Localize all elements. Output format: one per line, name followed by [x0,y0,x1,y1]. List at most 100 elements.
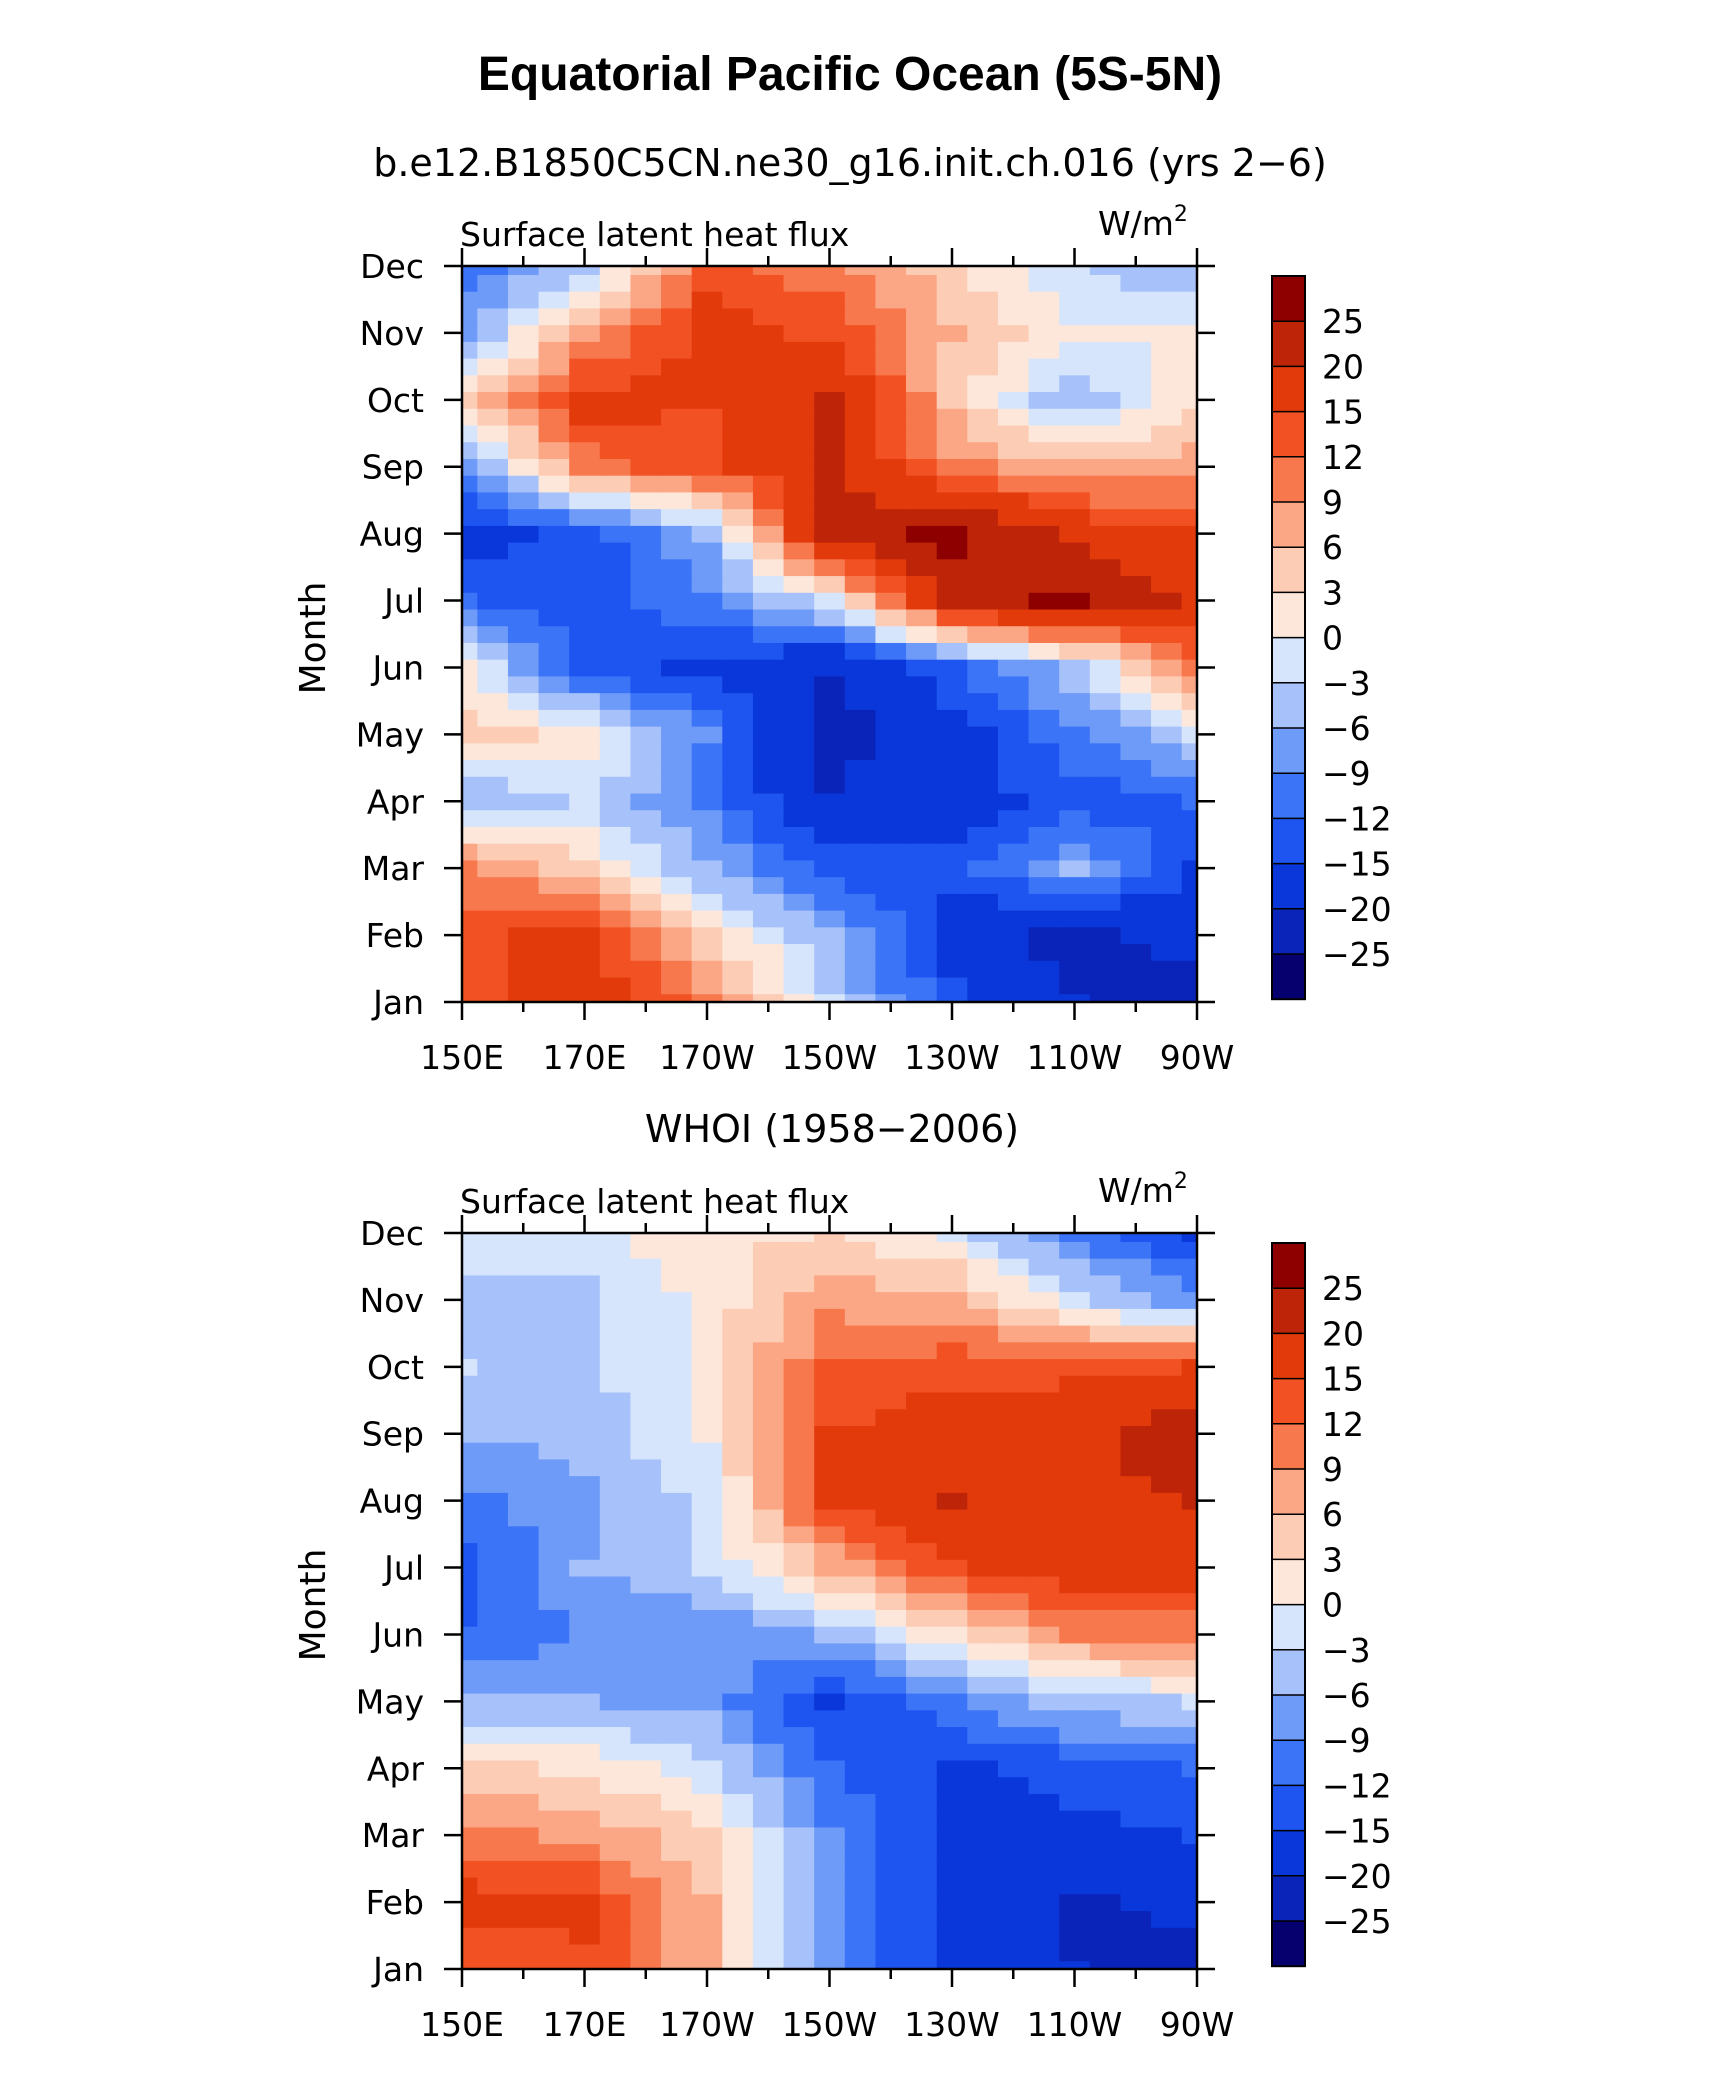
heatmap-cell [1151,1559,1183,1577]
heatmap-cell [1151,759,1183,777]
heatmap-cell [844,776,877,794]
heatmap-cell [1028,893,1060,911]
heatmap-cell [1181,1743,1198,1761]
heatmap-cell [783,1458,815,1477]
heatmap-cell [1089,1860,1122,1878]
heatmap-cell [477,1659,509,1677]
heatmap-cell [1089,675,1122,694]
heatmap-cell [1089,742,1122,761]
heatmap-cell [1120,1709,1152,1728]
heatmap-cell [1151,1575,1183,1594]
heatmap-cell [1028,1509,1060,1527]
heatmap-cell [752,726,785,744]
heatmap-cell [1028,1642,1060,1661]
heatmap-cell [844,960,877,978]
heatmap-cell [507,1810,540,1828]
heatmap-cell [997,1509,1030,1527]
heatmap-cell [538,291,570,309]
heatmap-cell [997,592,1030,610]
heatmap-cell [661,1743,693,1761]
heatmap-cell [1028,776,1060,794]
heatmap-cell [630,1274,662,1293]
heatmap-cell [844,1258,877,1276]
y-tick-label: Dec [360,1214,424,1253]
heatmap-cell [477,1525,509,1544]
heatmap-cell [462,1241,478,1259]
heatmap-cell [875,1826,907,1845]
heatmap-cell [1181,291,1198,309]
heatmap-cell [1059,358,1091,376]
heatmap-cell [1059,675,1091,694]
colorbar-label: −9 [1322,1721,1371,1760]
heatmap-cell [783,1542,815,1560]
heatmap-cell [538,374,570,393]
heatmap-cell [906,1759,938,1778]
heatmap-cell [997,1726,1030,1744]
heatmap-cell [569,1241,601,1259]
heatmap-cell [752,1860,785,1878]
heatmap-cell [691,642,723,660]
colorbar-label: 3 [1322,573,1343,612]
heatmap-cell [507,1241,540,1259]
heatmap-cell [936,274,968,292]
heatmap-cell [1120,441,1152,459]
heatmap-cell [967,441,999,459]
heatmap-cell [936,358,968,376]
heatmap-cell [936,1492,968,1510]
heatmap-cell [462,1843,478,1861]
heatmap-cell [783,910,815,928]
colorbar-label: −9 [1322,754,1371,793]
heatmap-cell [997,1910,1030,1928]
heatmap-cell [967,424,999,443]
heatmap-cell [538,391,570,409]
heatmap-cell [1151,1408,1183,1426]
heatmap-cell [599,692,632,710]
heatmap-cell [1028,408,1060,426]
heatmap-cell [783,1676,815,1694]
heatmap-cell [844,1843,877,1861]
heatmap-cell [569,391,601,409]
y-tick-label: Jan [371,1950,424,1989]
heatmap-cell [569,491,601,510]
heatmap-cell [1089,1408,1122,1426]
heatmap-cell [507,1592,540,1610]
heatmap-cell [507,1559,540,1577]
heatmap-cell [967,1391,999,1410]
heatmap-cell [1151,1793,1183,1811]
heatmap-cell [538,659,570,677]
heatmap-cell [936,659,968,677]
heatmap-cell [1181,525,1198,543]
heatmap-cell [599,910,632,928]
heatmap-cell [691,1810,723,1828]
heatmap-cell [844,1308,877,1326]
heatmap-cell [814,759,846,777]
heatmap-cell [1059,1743,1091,1761]
heatmap-cell [569,542,601,560]
heatmap-cell [814,792,846,811]
variable-label: Surface latent heat flux [460,215,849,254]
heatmap-cell [752,1960,785,1970]
heatmap-cell [906,424,938,443]
heatmap-cell [477,1676,509,1694]
heatmap-cell [599,776,632,794]
heatmap-cell [936,776,968,794]
heatmap-cell [722,893,754,911]
heatmap-cell [630,675,662,694]
heatmap-cell [906,1826,938,1845]
heatmap-cell [875,843,907,861]
heatmap-cell [1181,1927,1198,1945]
heatmap-cell [1120,1408,1152,1426]
heatmap-cell [967,1877,999,1895]
heatmap-cell [1181,625,1198,643]
heatmap-cell [630,1559,662,1577]
heatmap-cell [722,759,754,777]
heatmap-cell [844,575,877,593]
heatmap-cell [569,692,601,710]
heatmap-cell [1089,307,1122,326]
heatmap-cell [844,976,877,995]
heatmap-cell [997,1927,1030,1945]
heatmap-cell [691,859,723,878]
heatmap-cell [569,1559,601,1577]
heatmap-cell [722,266,754,275]
heatmap-cell [477,324,509,342]
